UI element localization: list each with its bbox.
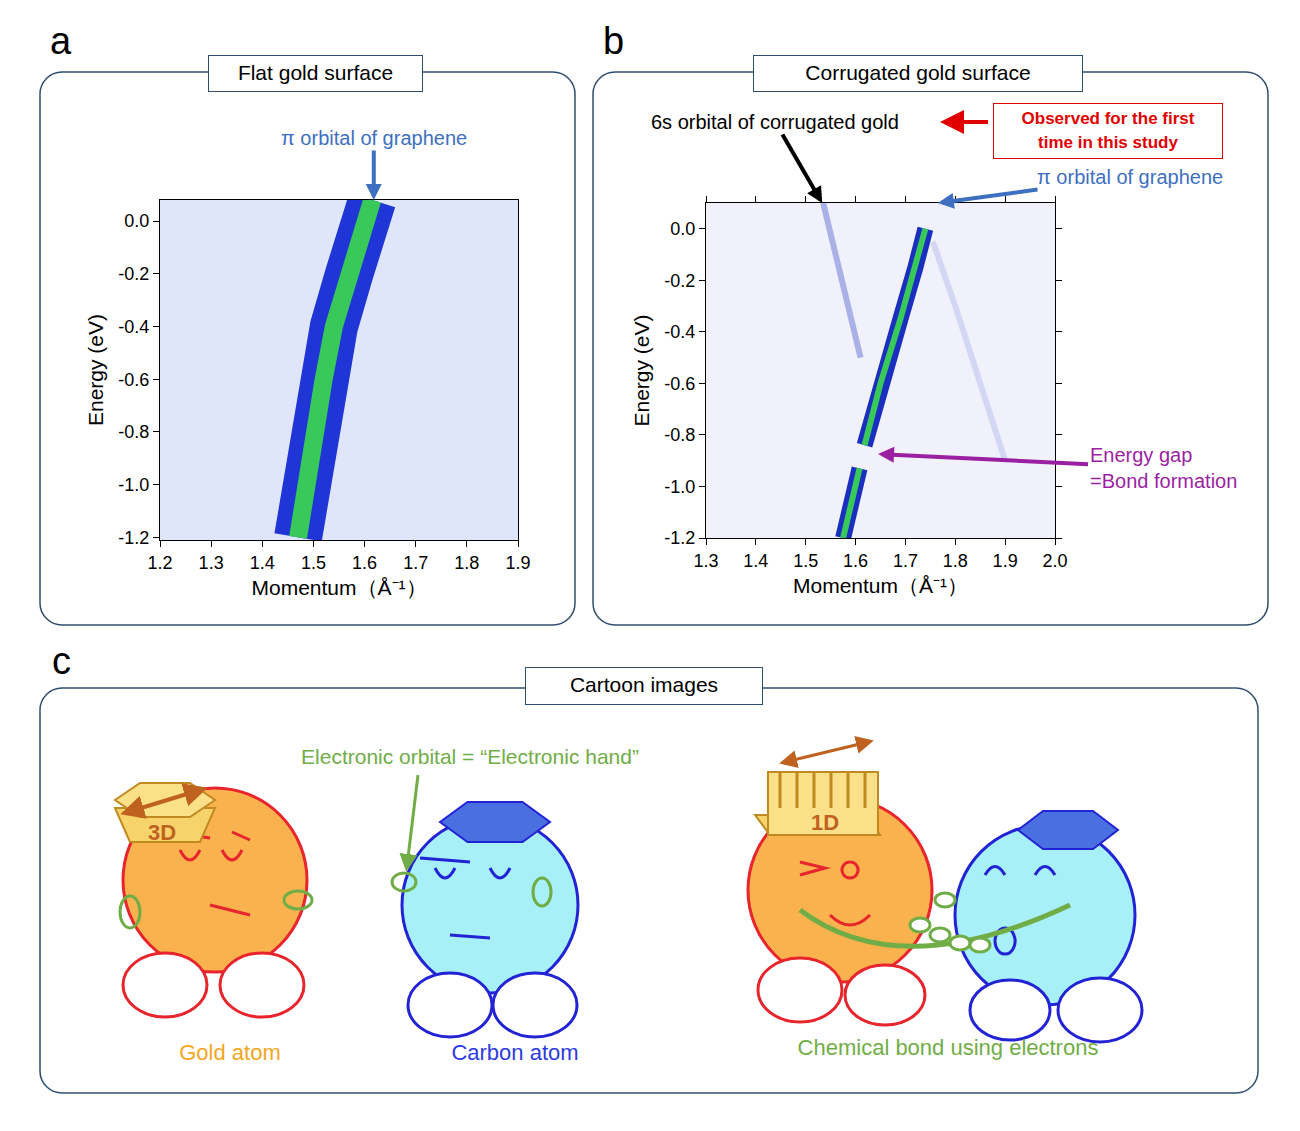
- svg-text:-1.2: -1.2: [664, 528, 695, 548]
- html-text:Cartoon images: Cartoon images: [569, 673, 719, 696]
- svg-text:-0.2: -0.2: [118, 264, 149, 284]
- svg-text:1.6: 1.6: [352, 553, 377, 573]
- svg-text:2.0: 2.0: [1042, 551, 1067, 571]
- svg-text:π orbital of graphene: π orbital of graphene: [281, 127, 467, 149]
- html-text:Corrugated gold surface: Corrugated gold surface: [805, 61, 1031, 84]
- svg-text:-0.6: -0.6: [118, 370, 149, 390]
- svg-text:Momentum（Å⁻¹）: Momentum（Å⁻¹）: [251, 576, 426, 599]
- svg-text:-0.4: -0.4: [118, 317, 149, 337]
- svg-text:-1.0: -1.0: [118, 475, 149, 495]
- svg-text:Energy gap=Bond formation: Energy gap=Bond formation: [1090, 444, 1237, 492]
- svg-text:1.5: 1.5: [793, 551, 818, 571]
- svg-text:-0.8: -0.8: [118, 422, 149, 442]
- html-text:c: c: [52, 640, 71, 682]
- svg-text:1.3: 1.3: [199, 553, 224, 573]
- svg-text:1.2: 1.2: [147, 553, 172, 573]
- svg-text:π orbital of graphene: π orbital of graphene: [1037, 166, 1223, 188]
- svg-text:Energy (eV): Energy (eV): [630, 314, 653, 426]
- svg-text:1D: 1D: [811, 810, 839, 835]
- svg-text:1.4: 1.4: [743, 551, 768, 571]
- svg-text:1.7: 1.7: [403, 553, 428, 573]
- html-text:time in this study: time in this study: [1038, 133, 1178, 152]
- svg-text:3D: 3D: [148, 820, 176, 845]
- svg-text:0.0: 0.0: [670, 219, 695, 239]
- svg-text:1.8: 1.8: [454, 553, 479, 573]
- svg-text:-0.6: -0.6: [664, 374, 695, 394]
- html-text:b: b: [603, 20, 625, 62]
- html-text:Flat gold surface: Flat gold surface: [237, 61, 394, 84]
- svg-text:0.0: 0.0: [124, 211, 149, 231]
- svg-text:1.5: 1.5: [301, 553, 326, 573]
- svg-text:-0.4: -0.4: [664, 322, 695, 342]
- svg-text:1.9: 1.9: [505, 553, 530, 573]
- svg-text:-1.0: -1.0: [664, 477, 695, 497]
- svg-text:-0.2: -0.2: [664, 271, 695, 291]
- svg-text:Electronic orbital = “Electron: Electronic orbital = “Electronic hand”: [301, 745, 639, 768]
- svg-text:1.9: 1.9: [993, 551, 1018, 571]
- svg-text:1.6: 1.6: [843, 551, 868, 571]
- svg-text:-1.2: -1.2: [118, 528, 149, 548]
- svg-text:Momentum（Å⁻¹）: Momentum（Å⁻¹）: [793, 574, 968, 597]
- svg-text:Chemical bond using electrons: Chemical bond using electrons: [798, 1035, 1099, 1060]
- html-text:Observed for the first: Observed for the first: [1021, 109, 1195, 128]
- html-text:a: a: [50, 20, 72, 62]
- svg-text:1.3: 1.3: [693, 551, 718, 571]
- svg-text:Gold atom: Gold atom: [179, 1040, 281, 1065]
- svg-text:Carbon atom: Carbon atom: [451, 1040, 578, 1065]
- svg-text:6s orbital of corrugated gold: 6s orbital of corrugated gold: [651, 111, 899, 133]
- svg-text:Energy (eV): Energy (eV): [84, 314, 107, 426]
- svg-text:-0.8: -0.8: [664, 425, 695, 445]
- svg-text:1.4: 1.4: [250, 553, 275, 573]
- svg-text:1.7: 1.7: [893, 551, 918, 571]
- svg-text:1.8: 1.8: [943, 551, 968, 571]
